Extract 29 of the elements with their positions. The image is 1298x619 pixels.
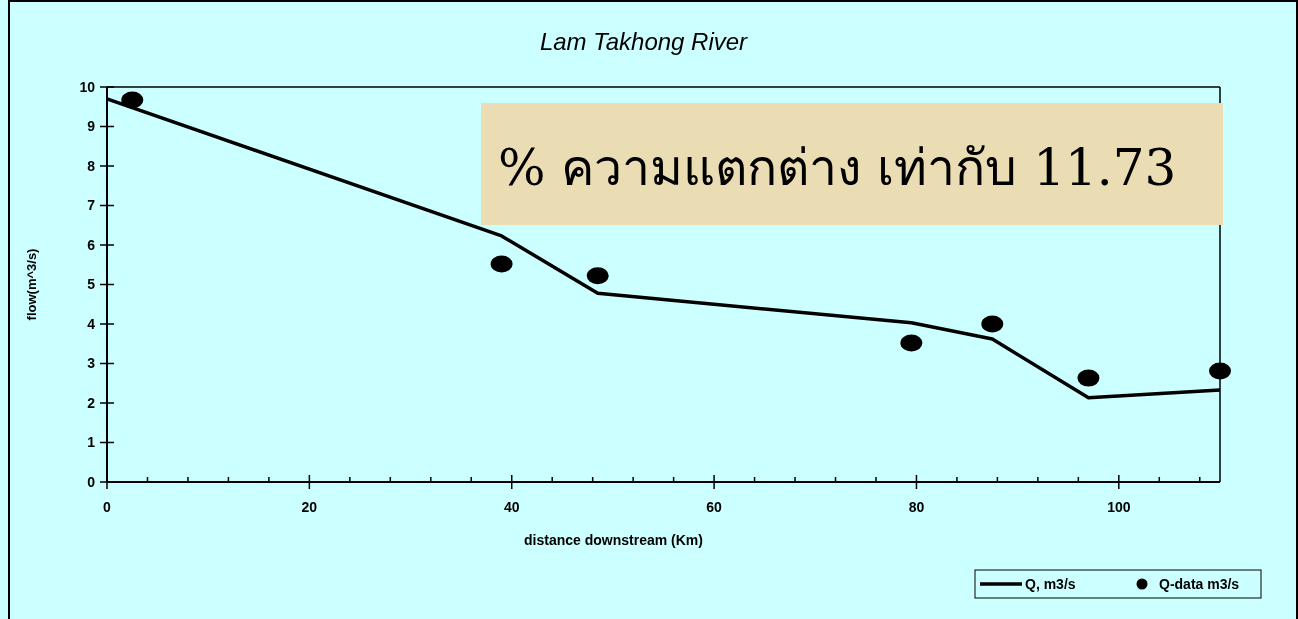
point — [586, 267, 609, 285]
y-tick-label: 10 — [79, 78, 96, 95]
point — [900, 334, 923, 352]
point — [490, 255, 513, 273]
x-tick-label: 60 — [706, 499, 723, 515]
chart-title: Lam Takhong River — [539, 28, 749, 55]
y-tick-label: 6 — [87, 236, 96, 253]
x-axis-title: distance downstream (Km) — [524, 532, 703, 548]
y-tick-label: 8 — [87, 157, 96, 174]
y-tick-label: 7 — [87, 197, 96, 214]
x-tick-label: 40 — [503, 499, 520, 515]
y-tick-label: 3 — [87, 355, 96, 372]
y-tick-label: 1 — [87, 434, 96, 451]
y-tick-label: 2 — [87, 394, 96, 411]
point — [1077, 369, 1100, 387]
point — [121, 91, 144, 109]
y-tick-label: 5 — [87, 276, 96, 293]
y-tick-label: 9 — [87, 118, 96, 135]
y-tick-label: 4 — [87, 315, 96, 332]
legend-label: Q-data m3/s — [1159, 575, 1240, 592]
point — [981, 315, 1004, 333]
y-axis-title: flow(m^3/s) — [24, 248, 39, 321]
x-tick-label: 20 — [301, 499, 318, 515]
y-tick-label: 0 — [87, 473, 96, 490]
x-tick-label: 100 — [1107, 499, 1131, 515]
legend-label: Q, m3/s — [1025, 575, 1076, 592]
x-tick-label: 0 — [103, 499, 112, 515]
x-tick-label: 80 — [908, 499, 925, 515]
annotation: % ความแตกต่าง เท่ากับ 11.73 — [498, 139, 1177, 197]
